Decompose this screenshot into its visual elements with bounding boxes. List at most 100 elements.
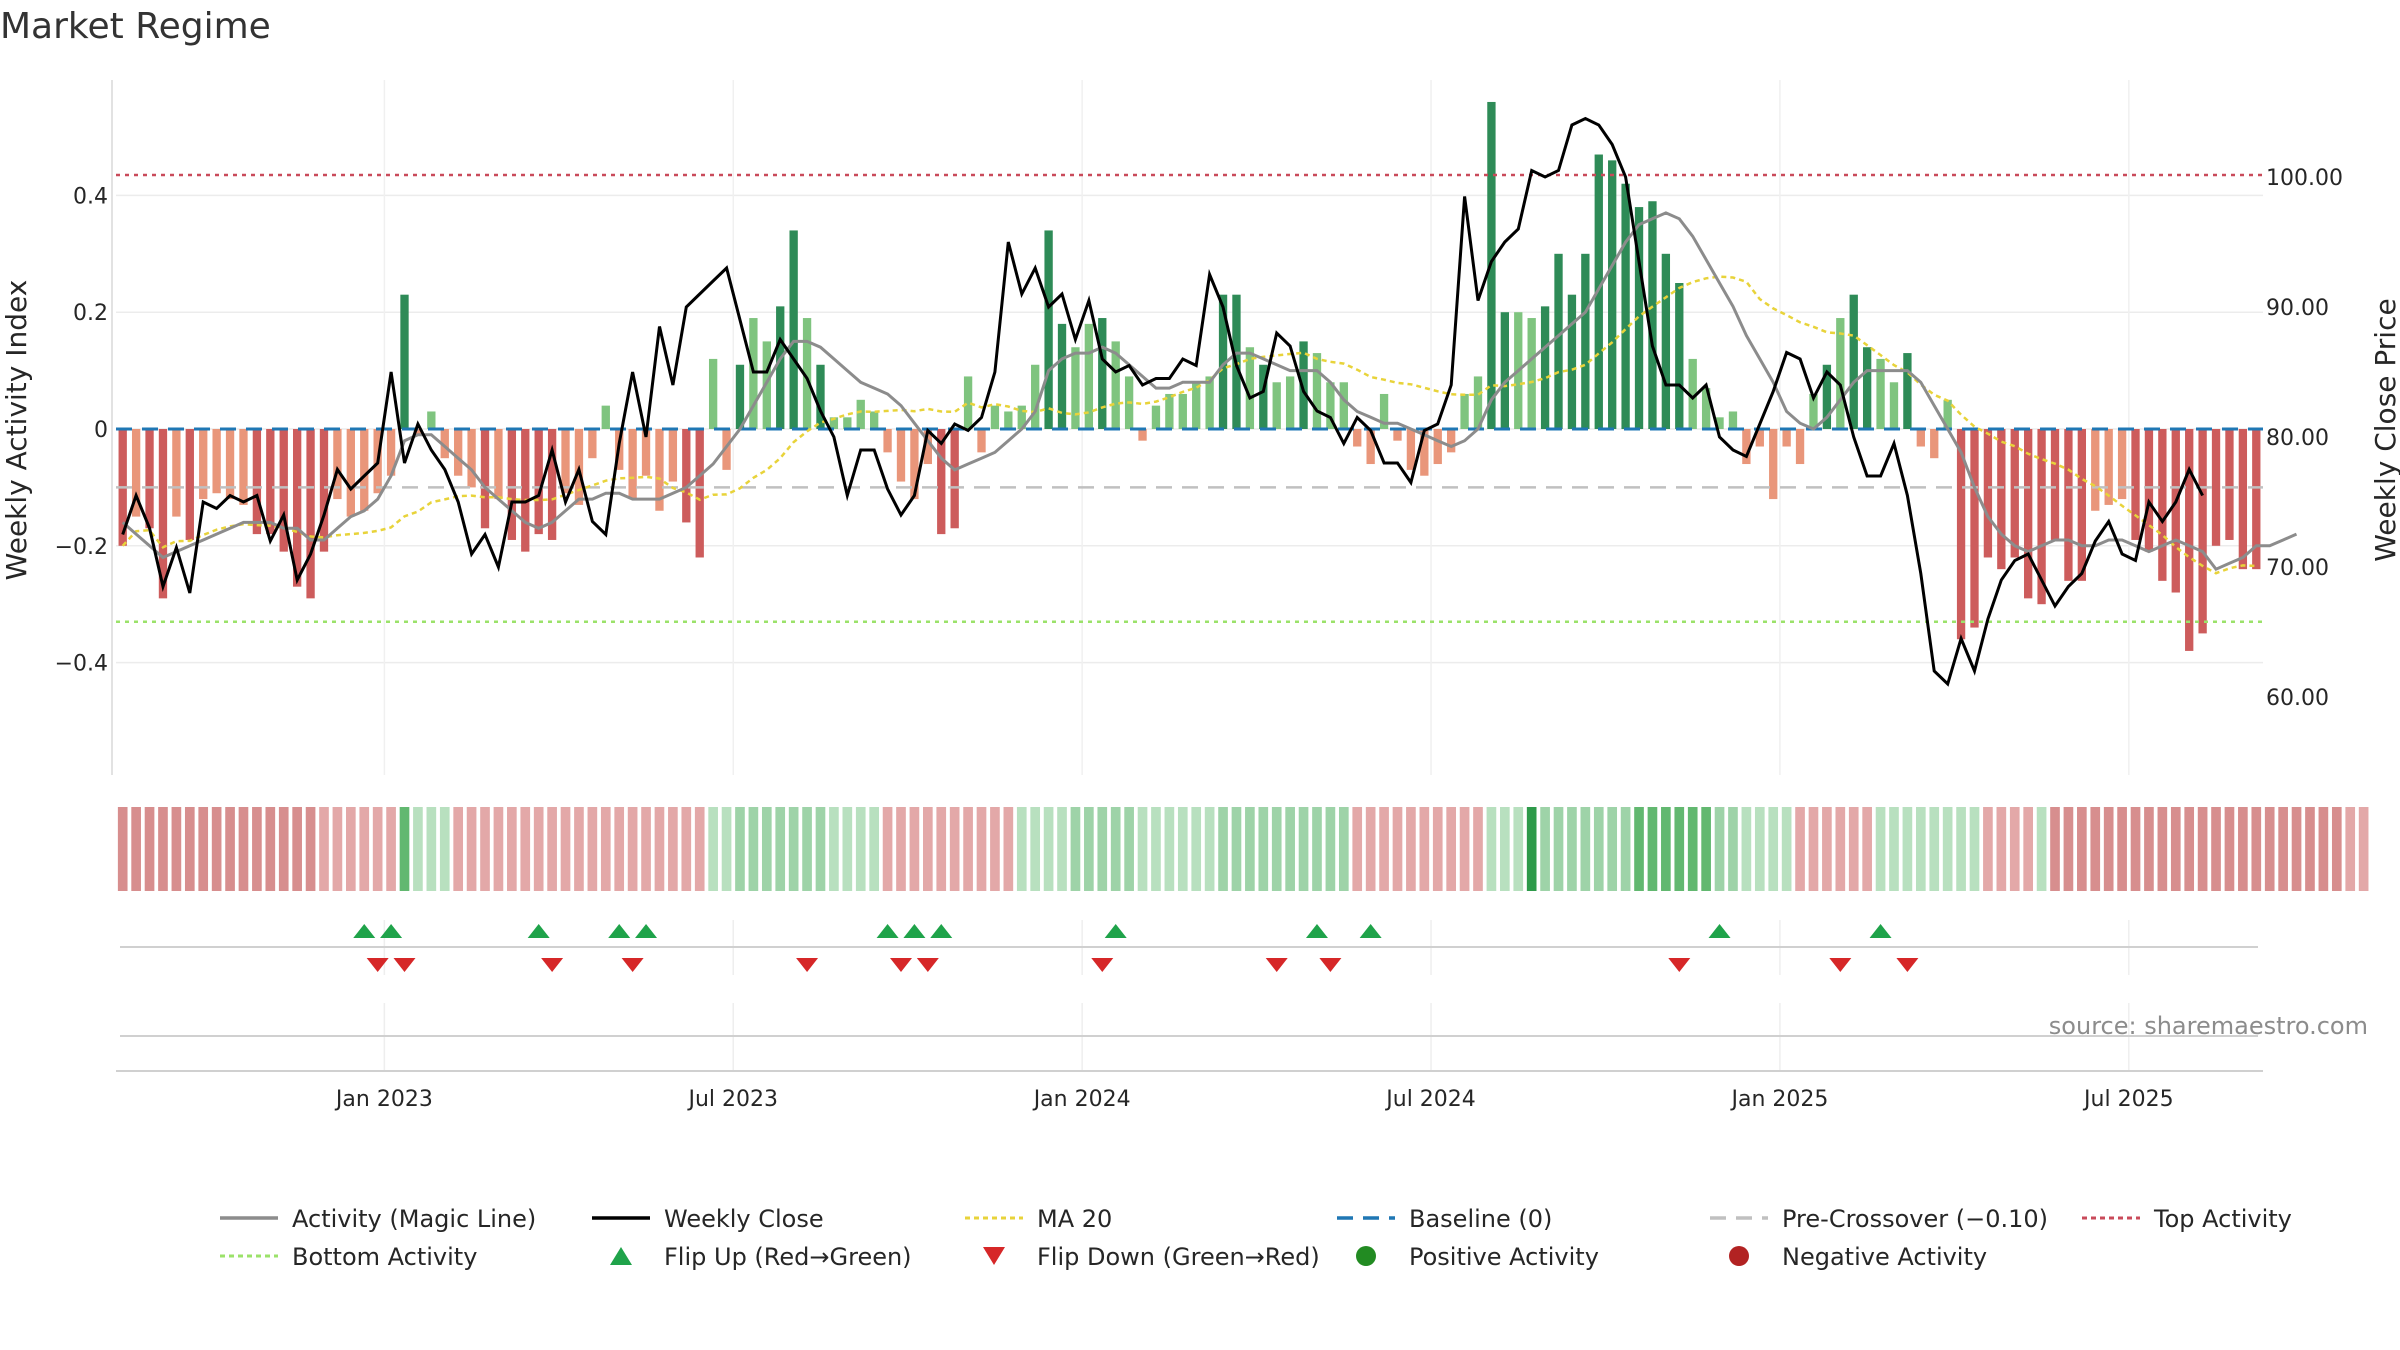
legend-label: MA 20 bbox=[1037, 1205, 1112, 1233]
regime-cell bbox=[1446, 807, 1456, 891]
regime-cell bbox=[963, 807, 973, 891]
activity-bar bbox=[467, 429, 476, 488]
regime-cell bbox=[2358, 807, 2369, 891]
activity-bar bbox=[1138, 429, 1147, 441]
legend: Activity (Magic Line) Weekly Close MA 20 Ba… bbox=[220, 1205, 2292, 1271]
regime-cell bbox=[1338, 807, 1349, 891]
activity-bar bbox=[319, 429, 329, 552]
activity-bar bbox=[1071, 347, 1080, 429]
regime-cell bbox=[936, 807, 947, 891]
activity-bar bbox=[2158, 429, 2167, 581]
regime-cell bbox=[345, 807, 356, 891]
activity-bar bbox=[534, 429, 543, 535]
activity-bar bbox=[1084, 323, 1094, 429]
activity-bar bbox=[1997, 429, 2006, 570]
activity-bar bbox=[1581, 253, 1590, 429]
legend-label: Activity (Magic Line) bbox=[292, 1205, 536, 1233]
activity-bar bbox=[816, 364, 825, 429]
activity-bar bbox=[735, 364, 745, 429]
activity-bar bbox=[266, 429, 275, 535]
activity-bar bbox=[306, 429, 315, 599]
activity-bar bbox=[2225, 429, 2234, 540]
regime-cell bbox=[896, 807, 906, 891]
legend-swatch bbox=[1729, 1246, 1749, 1266]
source-label: source: sharemaestro.com bbox=[2049, 1012, 2368, 1040]
flip-down-marker bbox=[916, 958, 939, 972]
activity-bar bbox=[2104, 429, 2113, 505]
activity-bar bbox=[1366, 429, 1375, 465]
regime-cell bbox=[681, 807, 692, 891]
regime-cell bbox=[2278, 807, 2288, 891]
regime-cell bbox=[305, 807, 316, 891]
flip-down-marker bbox=[1265, 958, 1288, 972]
activity-bar bbox=[990, 405, 1000, 429]
flip-up-marker bbox=[635, 924, 658, 938]
regime-cell bbox=[2251, 807, 2262, 891]
activity-bar bbox=[856, 399, 865, 429]
activity-bar bbox=[776, 306, 785, 429]
regime-cell bbox=[2170, 807, 2181, 891]
regime-cell bbox=[2184, 807, 2195, 891]
activity-bar bbox=[225, 429, 235, 500]
activity-bar bbox=[1272, 382, 1281, 429]
regime-cell bbox=[815, 807, 826, 891]
regime-cell bbox=[1459, 807, 1470, 891]
activity-bar bbox=[2064, 429, 2073, 581]
regime-cell bbox=[1016, 807, 1027, 891]
ma20-line bbox=[121, 275, 2257, 575]
activity-bar bbox=[1634, 207, 1644, 429]
legend-item-ma20: MA 20 bbox=[965, 1205, 1112, 1233]
flip-down-marker bbox=[621, 958, 644, 972]
regime-cell bbox=[144, 807, 155, 891]
regime-cell bbox=[842, 807, 853, 891]
activity-bar bbox=[1648, 201, 1657, 429]
activity-bar bbox=[1554, 253, 1563, 429]
activity-bar bbox=[977, 429, 986, 453]
regime-cell bbox=[587, 807, 598, 891]
regime-cell bbox=[1312, 807, 1322, 891]
regime-cell bbox=[319, 807, 329, 891]
regime-cell bbox=[748, 807, 759, 891]
regime-cell bbox=[2157, 807, 2168, 891]
weekly-close-line bbox=[121, 116, 2204, 687]
legend-item-top: Top Activity bbox=[2082, 1205, 2292, 1233]
activity-bar bbox=[1889, 382, 1899, 429]
regime-cell bbox=[2318, 807, 2329, 891]
regime-cell bbox=[1889, 807, 1899, 891]
activity-bar bbox=[333, 429, 342, 500]
regime-cell bbox=[1567, 807, 1577, 891]
regime-cell bbox=[735, 807, 745, 891]
flip-up-marker bbox=[608, 924, 631, 938]
left-tick-label: −0.2 bbox=[55, 535, 108, 560]
flip-up-marker bbox=[903, 924, 926, 938]
legend-label: Flip Down (Green→Red) bbox=[1037, 1243, 1320, 1271]
activity-bar bbox=[1031, 364, 1040, 429]
activity-bar bbox=[1151, 405, 1161, 429]
legend-label: Pre-Crossover (−0.10) bbox=[1782, 1205, 2048, 1233]
activity-bar bbox=[1500, 312, 1510, 429]
legend-label: Bottom Activity bbox=[292, 1243, 477, 1271]
regime-cell bbox=[775, 807, 786, 891]
activity-bar bbox=[963, 376, 973, 429]
activity-bar bbox=[172, 429, 181, 517]
activity-bar bbox=[1285, 376, 1295, 429]
regime-cell bbox=[1956, 807, 1966, 891]
activity-bar bbox=[869, 411, 879, 429]
activity-bar bbox=[1728, 411, 1738, 429]
regime-cell bbox=[1070, 807, 1081, 891]
regime-cell bbox=[2197, 807, 2208, 891]
activity-bar bbox=[400, 294, 409, 429]
activity-bar bbox=[386, 429, 396, 476]
activity-bar bbox=[199, 429, 208, 500]
legend-item-flip-up: Flip Up (Red→Green) bbox=[610, 1243, 912, 1271]
regime-cell bbox=[2050, 807, 2060, 891]
regime-cell bbox=[1661, 807, 1671, 891]
regime-cell bbox=[1929, 807, 1940, 891]
regime-cell bbox=[2009, 807, 2020, 891]
right-axis-label: Weekly Close Price bbox=[2369, 298, 2400, 561]
activity-bar bbox=[1044, 230, 1053, 429]
right-tick-label: 80.00 bbox=[2266, 426, 2329, 451]
regime-cell bbox=[413, 807, 423, 891]
regime-cell bbox=[399, 807, 410, 891]
regime-cell bbox=[372, 807, 383, 891]
